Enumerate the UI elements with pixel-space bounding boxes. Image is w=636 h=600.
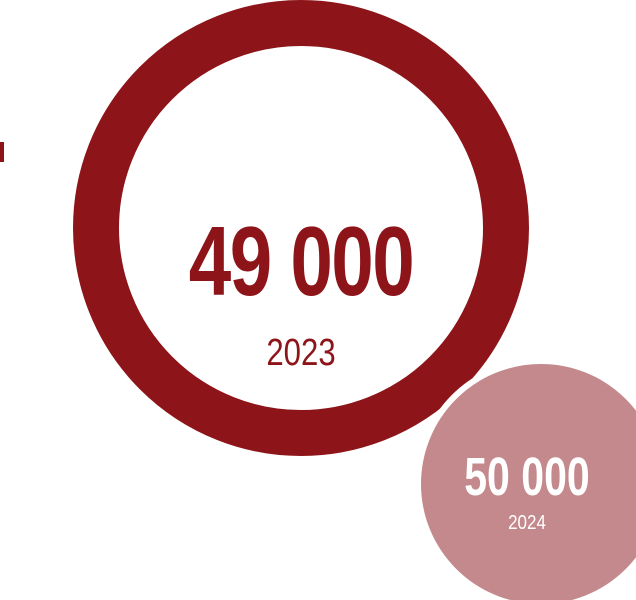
secondary-stat-value: 50 000 <box>464 447 590 507</box>
accent-bar <box>0 142 4 162</box>
secondary-stat-circle <box>415 358 636 600</box>
main-stat-year: 2023 <box>266 332 336 374</box>
main-stat-value: 49 000 <box>188 206 415 316</box>
secondary-stat-year: 2024 <box>508 512 546 534</box>
